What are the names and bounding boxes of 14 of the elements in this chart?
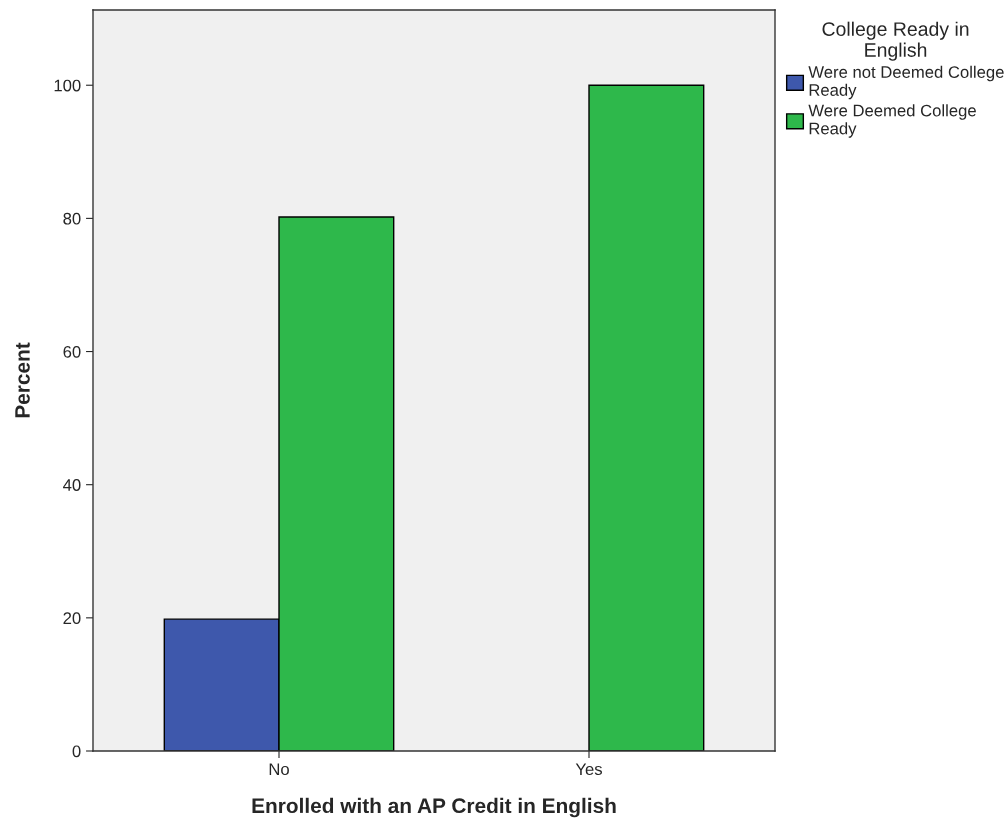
y-tick-label: 40 (63, 479, 81, 491)
y-tick-label: 0 (72, 745, 81, 758)
x-tick-label: No (269, 763, 289, 776)
legend-label: Were Deemed College Ready (808, 104, 976, 138)
y-axis-title: Percent (15, 342, 30, 418)
legend-title: College Ready in English (822, 21, 969, 61)
bar (588, 84, 705, 751)
legend-label: Were not Deemed College Ready (808, 65, 1004, 100)
y-tick-label: 80 (63, 212, 81, 225)
y-tick-label: 60 (63, 345, 81, 358)
y-tick-label: 20 (63, 612, 81, 625)
x-axis-title: Enrolled with an AP Credit in English (252, 797, 616, 818)
x-tick-label: Yes (575, 763, 602, 776)
y-tick-label: 100 (54, 79, 81, 92)
